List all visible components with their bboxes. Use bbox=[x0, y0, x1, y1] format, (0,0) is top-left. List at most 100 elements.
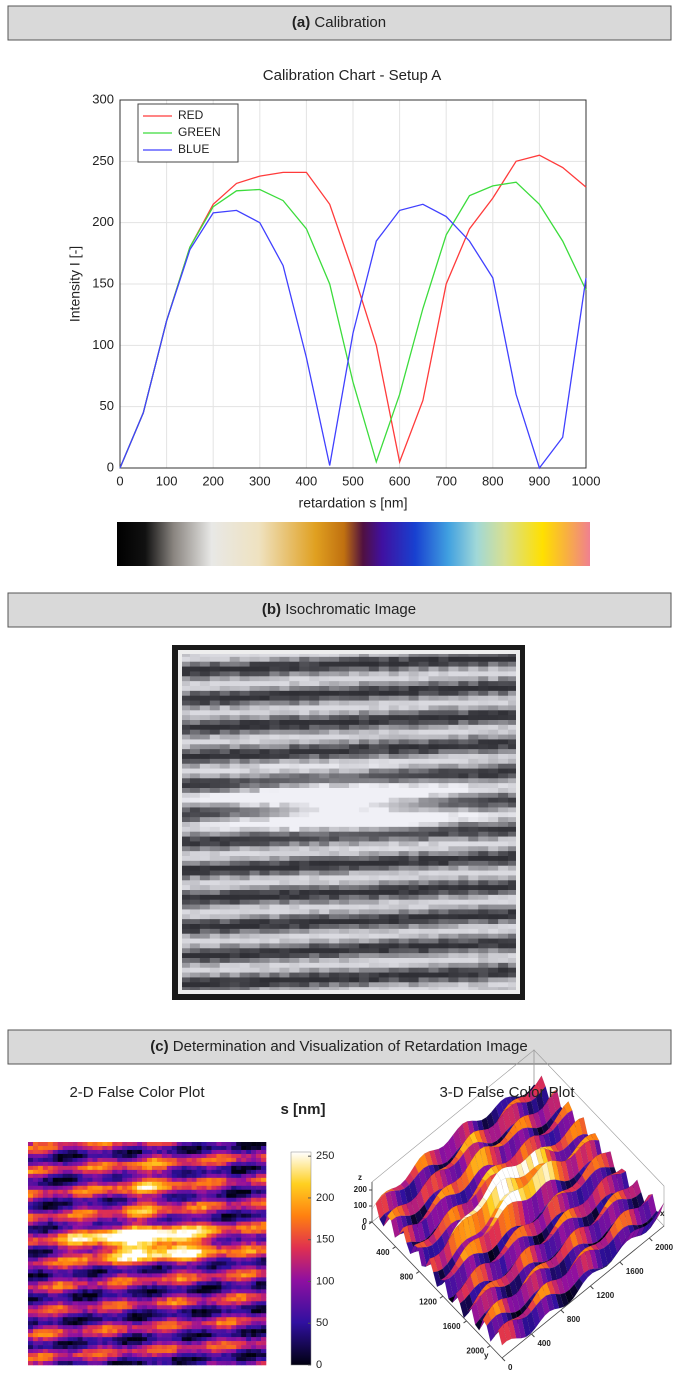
photo-cell bbox=[409, 769, 419, 774]
heatmap-cell bbox=[142, 1246, 147, 1250]
heatmap-cell bbox=[97, 1250, 102, 1254]
photo-cell bbox=[289, 958, 299, 963]
photo-cell bbox=[438, 783, 448, 788]
photo-cell bbox=[438, 885, 448, 890]
heatmap-cell bbox=[97, 1317, 102, 1321]
photo-cell bbox=[309, 900, 319, 905]
photo-cell bbox=[329, 667, 339, 672]
photo-cell bbox=[409, 851, 419, 856]
heatmap-cell bbox=[241, 1194, 246, 1198]
heatmap-cell bbox=[152, 1154, 157, 1158]
photo-cell bbox=[369, 754, 379, 759]
photo-cell bbox=[468, 841, 478, 846]
photo-cell bbox=[279, 856, 289, 861]
photo-cell bbox=[468, 676, 478, 681]
heatmap-cell bbox=[157, 1174, 162, 1178]
photo-cell bbox=[279, 691, 289, 696]
heatmap-cell bbox=[88, 1337, 93, 1341]
heatmap-cell bbox=[33, 1333, 38, 1337]
photo-cell bbox=[250, 875, 260, 880]
heatmap-cell bbox=[172, 1162, 177, 1166]
photo-cell bbox=[359, 963, 369, 968]
photo-cell bbox=[309, 744, 319, 749]
heatmap-cell bbox=[43, 1257, 48, 1261]
heatmap-cell bbox=[236, 1269, 241, 1273]
heatmap-cell bbox=[38, 1321, 43, 1325]
heatmap-cell bbox=[231, 1234, 236, 1238]
heatmap-cell bbox=[127, 1265, 132, 1269]
photo-cell bbox=[339, 943, 349, 948]
photo-cell bbox=[329, 764, 339, 769]
heatmap-cell bbox=[197, 1301, 202, 1305]
heatmap-cell bbox=[231, 1206, 236, 1210]
heatmap-cell bbox=[73, 1277, 78, 1281]
heatmap-cell bbox=[33, 1273, 38, 1277]
photo-cell bbox=[299, 861, 309, 866]
photo-cell bbox=[478, 735, 488, 740]
heatmap-cell bbox=[236, 1142, 241, 1146]
photo-cell bbox=[429, 686, 439, 691]
heatmap-cell bbox=[197, 1170, 202, 1174]
heatmap-cell bbox=[251, 1198, 256, 1202]
heatmap-cell bbox=[92, 1301, 97, 1305]
heatmap-cell bbox=[38, 1333, 43, 1337]
photo-cell bbox=[379, 803, 389, 808]
photo-cell bbox=[269, 982, 279, 987]
heatmap-cell bbox=[172, 1238, 177, 1242]
heatmap-cell bbox=[207, 1222, 212, 1226]
heatmap-cell bbox=[92, 1174, 97, 1178]
heatmap-cell bbox=[226, 1273, 231, 1277]
heatmap-cell bbox=[117, 1289, 122, 1293]
photo-cell bbox=[448, 793, 458, 798]
photo-cell bbox=[190, 696, 200, 701]
heatmap-cell bbox=[246, 1182, 251, 1186]
heatmap-cell bbox=[187, 1353, 192, 1357]
photo-cell bbox=[289, 778, 299, 783]
photo-cell bbox=[399, 909, 409, 914]
photo-cell bbox=[429, 730, 439, 735]
photo-cell bbox=[409, 914, 419, 919]
heatmap-cell bbox=[97, 1154, 102, 1158]
heatmap-cell bbox=[112, 1202, 117, 1206]
photo-cell bbox=[448, 705, 458, 710]
photo-cell bbox=[309, 662, 319, 667]
photo-cell bbox=[448, 803, 458, 808]
photo-cell bbox=[409, 793, 419, 798]
heatmap-cell bbox=[147, 1166, 152, 1170]
photo-cell bbox=[260, 948, 270, 953]
photo-cell bbox=[260, 968, 270, 973]
photo-cell bbox=[478, 778, 488, 783]
photo-cell bbox=[349, 691, 359, 696]
photo-cell bbox=[379, 982, 389, 987]
heatmap-cell bbox=[28, 1214, 33, 1218]
photo-cell bbox=[498, 681, 508, 686]
photo-cell bbox=[250, 754, 260, 759]
photo-cell bbox=[220, 803, 230, 808]
heatmap-cell bbox=[177, 1289, 182, 1293]
heatmap-cell bbox=[211, 1174, 216, 1178]
heatmap-cell bbox=[182, 1190, 187, 1194]
heatmap-cell bbox=[152, 1190, 157, 1194]
photo-cell bbox=[498, 662, 508, 667]
heatmap-cell bbox=[211, 1285, 216, 1289]
photo-cell bbox=[478, 773, 488, 778]
photo-cell bbox=[190, 735, 200, 740]
photo-cell bbox=[359, 929, 369, 934]
heatmap-cell bbox=[226, 1238, 231, 1242]
heatmap-cell bbox=[226, 1146, 231, 1150]
photo-cell bbox=[339, 982, 349, 987]
heatmap-cell bbox=[147, 1174, 152, 1178]
photo-cell bbox=[200, 880, 210, 885]
heatmap-cell bbox=[182, 1186, 187, 1190]
heatmap-cell bbox=[92, 1353, 97, 1357]
photo-cell bbox=[429, 875, 439, 880]
photo-cell bbox=[488, 749, 498, 754]
photo-cell bbox=[379, 744, 389, 749]
heatmap-cell bbox=[202, 1333, 207, 1337]
heatmap-cell bbox=[202, 1337, 207, 1341]
heatmap-cell bbox=[28, 1293, 33, 1297]
heatmap-cell bbox=[192, 1230, 197, 1234]
heatmap-cell bbox=[78, 1329, 83, 1333]
heatmap-cell bbox=[226, 1170, 231, 1174]
photo-cell bbox=[210, 832, 220, 837]
